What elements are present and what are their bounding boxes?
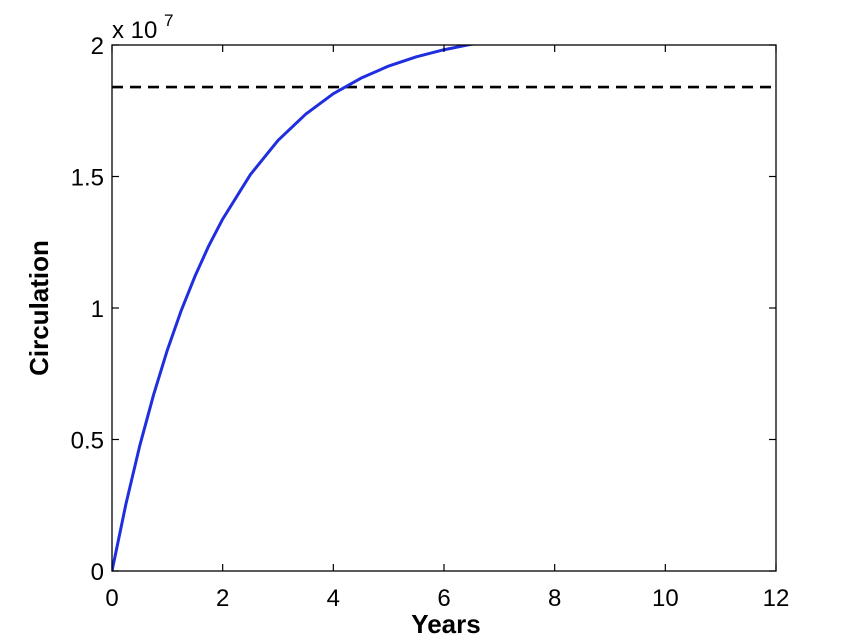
x-tick-label: 4 (327, 585, 340, 612)
plot-frame (111, 44, 777, 572)
y-tick-label: 1 (91, 296, 104, 323)
x-tick-label: 12 (763, 585, 790, 612)
x-axis-label: Years (411, 609, 480, 639)
y-exponent-power: 7 (164, 11, 173, 30)
y-exponent-base: x 10 (112, 17, 157, 44)
x-tick-label: 2 (216, 585, 229, 612)
y-tick-labels: 0 0.5 1 1.5 2 (71, 33, 104, 586)
y-axis-label: Circulation (24, 240, 54, 376)
x-tick-label: 6 (437, 585, 450, 612)
x-tick-label: 0 (105, 585, 118, 612)
y-tick-label: 1.5 (71, 165, 104, 192)
axis-ticks (111, 44, 777, 572)
y-exponent-label: x 10 7 (112, 11, 174, 44)
plot-area (112, 45, 776, 571)
x-tick-label: 10 (652, 585, 679, 612)
y-tick-label: 2 (91, 33, 104, 60)
series-line-0 (112, 45, 477, 571)
y-tick-label: 0.5 (71, 428, 104, 455)
x-tick-label: 8 (548, 585, 561, 612)
y-tick-label: 0 (91, 559, 104, 586)
x-tick-labels: 0 2 4 6 8 10 12 (105, 585, 789, 612)
